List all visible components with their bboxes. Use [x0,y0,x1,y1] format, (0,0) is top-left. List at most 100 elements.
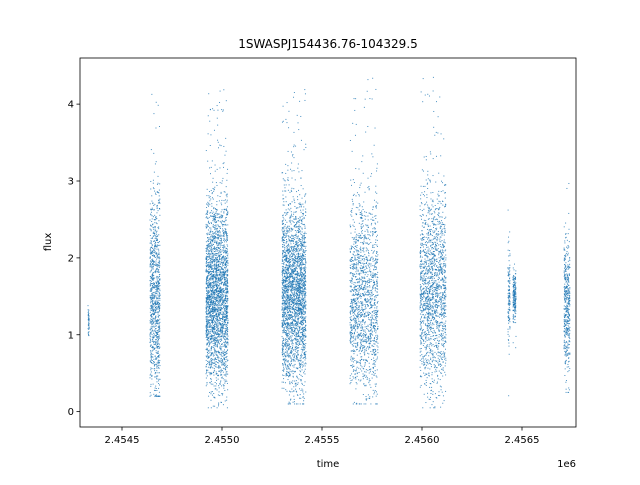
data-point [289,236,291,238]
data-point [214,324,216,326]
data-point [283,308,285,310]
data-point [211,287,213,289]
data-point [224,232,226,234]
data-point [213,348,215,350]
data-point [155,252,157,254]
data-point [150,209,152,211]
data-point [212,255,214,257]
data-point [219,90,221,92]
data-point [156,297,158,299]
data-point [282,232,284,234]
data-point [156,370,158,372]
data-point [88,309,90,311]
data-point [156,238,158,240]
data-point [290,240,292,242]
data-point [149,265,151,267]
data-point [218,402,220,404]
data-point [218,303,220,304]
data-point [153,313,155,315]
data-point [226,337,228,339]
data-point [207,246,209,248]
data-point [151,240,153,242]
data-point [205,324,207,326]
data-point [290,276,292,278]
data-point [295,314,297,316]
data-point [206,298,208,300]
data-point [213,308,215,310]
data-point [205,269,207,271]
data-point [154,335,156,337]
data-point [155,332,157,334]
data-point [222,268,224,270]
data-point [290,335,292,337]
data-point [301,244,303,246]
data-point [288,333,290,335]
data-point [208,93,210,95]
data-point [224,324,226,326]
data-point [206,217,208,219]
data-point [217,305,219,307]
data-point [151,305,153,307]
data-point [301,243,303,245]
data-point [152,346,154,348]
data-point [211,197,213,199]
data-point [287,291,289,293]
data-point [155,241,157,243]
data-point [209,266,211,268]
chart-title: 1SWASPJ154436.76-104329.5 [238,37,418,51]
data-point [227,335,229,337]
data-point [216,346,218,348]
data-point [221,364,223,366]
data-point [87,331,89,333]
data-point [211,372,213,374]
data-point [207,330,209,332]
data-point [211,334,213,336]
data-point [300,245,302,247]
data-point [296,278,298,280]
data-point [290,314,292,316]
data-point [286,306,288,308]
data-point [221,261,223,263]
data-point [226,244,228,246]
point-cluster [281,89,307,405]
data-point [150,356,152,358]
data-point [151,313,153,315]
data-point [156,204,158,206]
data-point [214,292,216,294]
data-point [210,211,212,213]
data-point [221,288,223,290]
data-point [212,235,214,237]
data-point [210,237,212,239]
data-point [284,320,286,322]
data-point [216,227,218,229]
data-point [295,270,297,271]
data-point [294,330,296,332]
data-point [222,250,224,252]
data-point [153,333,155,335]
data-point [227,344,229,346]
data-point [159,310,161,312]
data-point [225,329,227,331]
data-point [159,318,161,320]
data-point [220,191,222,193]
data-point [151,253,153,255]
data-point [219,296,221,298]
data-point [282,105,284,107]
data-point [211,311,213,313]
data-point [297,341,299,343]
data-point [209,264,211,265]
data-point [214,303,216,305]
data-point [212,405,214,407]
data-point [286,245,288,247]
data-point [298,341,300,343]
data-point [218,231,220,233]
data-point [151,353,153,355]
data-point [223,341,225,343]
data-point [223,271,225,273]
data-point [151,334,153,336]
data-point [287,319,289,321]
data-point [150,269,152,271]
data-point [282,304,284,306]
data-point [292,228,294,230]
data-point [222,268,224,270]
